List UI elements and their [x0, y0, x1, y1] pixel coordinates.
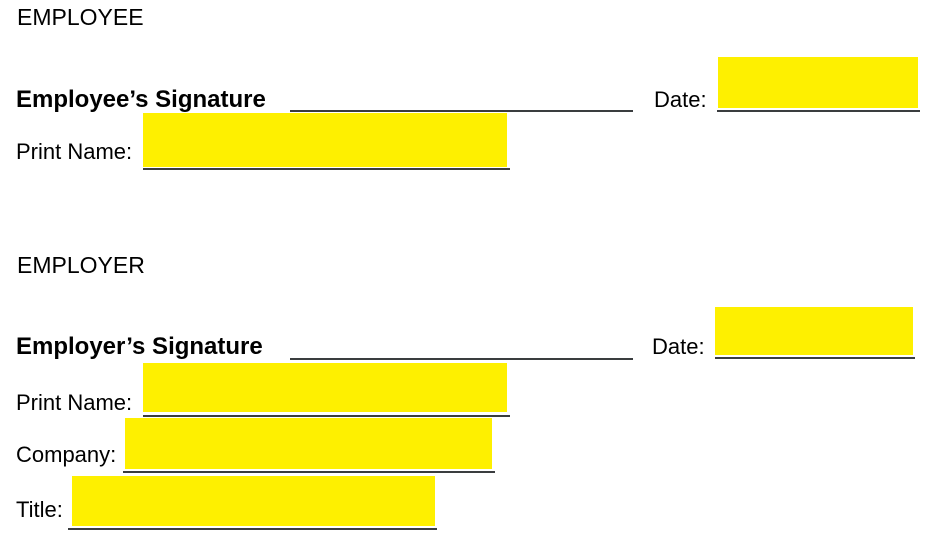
employee-signature-line[interactable]	[290, 110, 633, 112]
employer-date-line[interactable]	[715, 357, 915, 359]
employer-print-name-label: Print Name:	[16, 390, 133, 415]
employer-title-line[interactable]	[68, 528, 437, 530]
employee-date-label: Date:	[654, 87, 707, 112]
employer-company-label: Company:	[16, 442, 117, 467]
employee-date-line[interactable]	[717, 110, 920, 112]
employee-print-name-line[interactable]	[143, 168, 510, 170]
employer-date-highlight[interactable]	[715, 307, 913, 355]
employer-signature-label: Employer’s Signature	[16, 333, 263, 360]
employee-section-heading: EMPLOYEE	[17, 4, 144, 30]
employee-date-highlight[interactable]	[718, 57, 918, 108]
employer-title-highlight[interactable]	[72, 476, 435, 526]
employer-section-heading: EMPLOYER	[17, 252, 145, 278]
employer-signature-line[interactable]	[290, 358, 633, 360]
employer-print-name-line[interactable]	[143, 415, 510, 417]
employee-print-name-label: Print Name:	[16, 139, 133, 164]
employee-signature-label: Employee’s Signature	[16, 86, 266, 113]
employer-date-label: Date:	[652, 334, 705, 359]
employer-company-line[interactable]	[123, 471, 495, 473]
employer-title-label: Title:	[16, 497, 63, 522]
employer-print-name-highlight[interactable]	[143, 363, 507, 412]
employee-print-name-highlight[interactable]	[143, 113, 507, 167]
employer-company-highlight[interactable]	[125, 418, 492, 469]
